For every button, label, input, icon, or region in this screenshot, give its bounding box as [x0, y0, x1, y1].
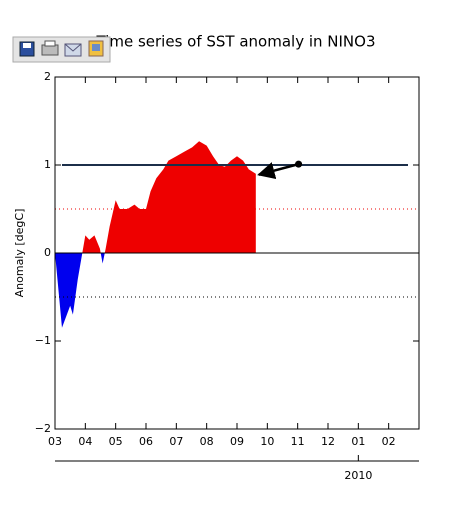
x-tick-label: 03 [48, 435, 62, 448]
x-tick-label: 04 [78, 435, 92, 448]
toolbar [12, 36, 111, 63]
year-label: 2010 [344, 469, 372, 482]
mail-flap [64, 43, 82, 52]
x-tick-label: 07 [169, 435, 183, 448]
x-tick-label: 09 [230, 435, 244, 448]
x-tick-label: 06 [139, 435, 153, 448]
y-tick-label: 0 [44, 246, 51, 259]
anomaly-area [55, 141, 256, 328]
x-tick-label: 02 [382, 435, 396, 448]
x-tick-label: 10 [260, 435, 274, 448]
y-tick-label: −2 [35, 422, 51, 435]
arrow-origin [295, 160, 303, 168]
save-icon-label [23, 43, 31, 48]
y-tick-label: −1 [35, 334, 51, 347]
x-tick-label: 08 [200, 435, 214, 448]
chart-title: Time series of SST anomaly in NINO3 [95, 33, 375, 51]
x-tick-label: 05 [109, 435, 123, 448]
print-paper [44, 40, 56, 47]
x-tick-label: 12 [321, 435, 335, 448]
arrow [257, 162, 299, 180]
y-tick-label: 1 [44, 158, 51, 171]
x-tick-label: 01 [351, 435, 365, 448]
y-tick-label: 2 [44, 70, 51, 83]
edit-icon-inner [92, 44, 100, 51]
x-tick-label: 11 [291, 435, 305, 448]
y-axis-label: Anomaly [degC] [13, 209, 26, 298]
